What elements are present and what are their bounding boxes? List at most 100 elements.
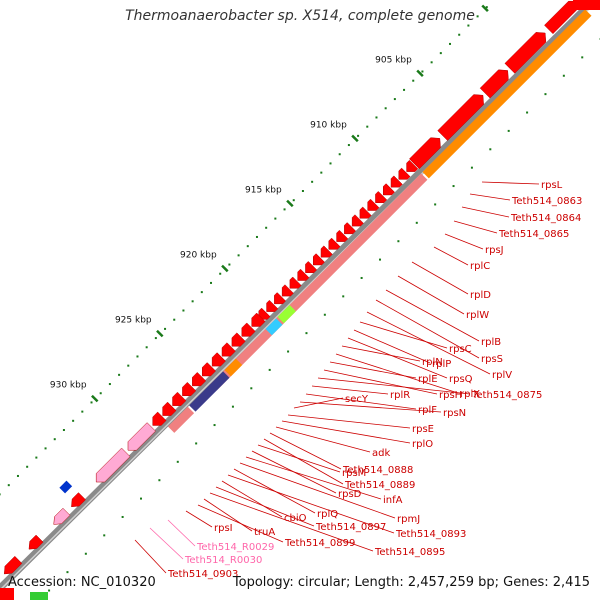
minor-tick <box>301 190 304 193</box>
minor-tick <box>375 116 378 119</box>
major-tick <box>351 134 359 143</box>
minor-tick <box>231 405 234 408</box>
minor-tick <box>287 350 290 353</box>
gene-arrow <box>274 292 287 305</box>
gene-arrow <box>172 391 187 406</box>
minor-tick <box>118 373 121 376</box>
gene-arrow <box>192 372 207 387</box>
gene-label: rpsL <box>541 180 563 191</box>
gene-label: rplW <box>466 310 489 321</box>
gene-arrow <box>162 401 177 416</box>
minor-tick <box>458 33 461 36</box>
gene-label: rpsH <box>439 390 462 401</box>
map-title: Thermoanaerobacter sp. X514, complete ge… <box>125 8 475 24</box>
leader-line <box>453 220 498 234</box>
minor-tick <box>526 111 529 114</box>
gene-arrow <box>258 307 271 320</box>
gene-label: rpsE <box>412 424 434 435</box>
minor-tick <box>44 447 47 450</box>
minor-tick <box>228 263 231 266</box>
gene-label: rpsC <box>449 344 472 355</box>
gene-arrow <box>297 268 310 281</box>
gene-label: infA <box>383 495 403 506</box>
gene-label: Teth514_0863 <box>511 196 582 207</box>
gene-arrow <box>406 159 419 172</box>
leader-line <box>375 299 480 359</box>
gene-labels: rpsL Teth514_0863 Teth514_0864 Teth514_0865… <box>167 180 582 580</box>
major-tick <box>91 394 99 403</box>
leader-line <box>275 426 371 453</box>
minor-tick <box>449 42 452 45</box>
minor-tick <box>48 589 51 592</box>
gene-arrow <box>312 253 325 266</box>
minor-tick <box>452 185 455 188</box>
leader-line <box>353 329 431 364</box>
gene-label: rplQ <box>317 509 338 520</box>
major-tick <box>221 264 229 273</box>
gene-label: rpsS <box>481 354 503 365</box>
minor-tick <box>210 281 213 284</box>
minor-tick <box>250 387 253 390</box>
minor-tick <box>434 203 437 206</box>
gene-label: rplR <box>390 390 410 401</box>
orange-band <box>224 358 243 377</box>
leader-line <box>245 456 382 500</box>
gene-arrow <box>437 94 484 141</box>
edge-fragment <box>30 592 48 600</box>
gene-arrow <box>201 362 217 377</box>
minor-tick <box>90 401 93 404</box>
minor-tick <box>136 355 139 358</box>
leader-line <box>287 414 411 429</box>
minor-tick <box>53 438 56 441</box>
leader-line <box>347 337 448 379</box>
minor-tick <box>329 162 332 165</box>
minor-tick <box>99 392 102 395</box>
gene-label: Teth514_0889 <box>344 480 415 491</box>
leader-line <box>335 353 459 394</box>
minor-tick <box>0 493 1 496</box>
minor-tick <box>213 424 216 427</box>
gene-label: rplX <box>460 389 480 400</box>
minor-tick <box>412 79 415 82</box>
gene-label: rplF <box>418 405 437 416</box>
leader-line <box>397 275 465 315</box>
gene-arrow <box>241 322 256 337</box>
minor-tick <box>140 497 143 500</box>
gene-arrow <box>28 534 44 550</box>
leader-line <box>209 492 374 552</box>
minor-tick <box>219 272 222 275</box>
topology-text: Topology: circular; Length: 2,457,259 bp… <box>232 575 590 590</box>
gene-arrow <box>336 229 349 242</box>
leader-line <box>323 369 438 395</box>
gene-label: Teth514_0864 <box>510 213 581 224</box>
minor-tick <box>246 245 249 248</box>
orange-band <box>422 9 592 179</box>
leader-line <box>197 504 284 543</box>
gene-arrow <box>71 492 86 508</box>
minor-tick <box>507 129 510 132</box>
minor-tick <box>16 474 19 477</box>
gene-label: Teth514_0899 <box>284 538 355 549</box>
minor-tick <box>397 240 400 243</box>
leader-line <box>149 527 184 560</box>
minor-tick <box>81 410 84 413</box>
gene-label: rplB <box>481 337 501 348</box>
leader-line <box>481 181 540 185</box>
leader-line <box>444 233 484 250</box>
leader-line <box>329 361 417 379</box>
gene-arrow <box>351 214 364 227</box>
leader-line <box>469 193 511 201</box>
leader-line <box>281 420 411 444</box>
minor-tick <box>127 364 130 367</box>
minor-tick <box>7 484 10 487</box>
gene-arrow <box>504 32 547 74</box>
gene-label: Teth514_0897 <box>315 522 386 533</box>
leader-line <box>134 539 167 574</box>
minor-tick <box>145 346 148 349</box>
light-band <box>167 406 195 433</box>
minor-tick <box>292 199 295 202</box>
rna-arrow <box>53 507 71 525</box>
gene-arrow <box>479 69 509 99</box>
leader-line <box>263 438 344 485</box>
